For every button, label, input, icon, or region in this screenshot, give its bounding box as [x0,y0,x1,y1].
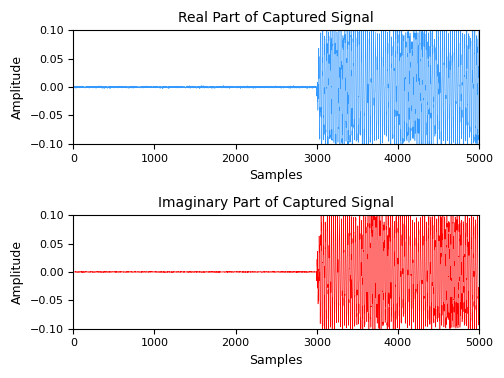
Title: Real Part of Captured Signal: Real Part of Captured Signal [178,11,374,25]
Y-axis label: Amplitude: Amplitude [11,55,24,119]
X-axis label: Samples: Samples [249,169,303,182]
Title: Imaginary Part of Captured Signal: Imaginary Part of Captured Signal [158,196,394,210]
X-axis label: Samples: Samples [249,354,303,367]
Y-axis label: Amplitude: Amplitude [11,240,24,304]
